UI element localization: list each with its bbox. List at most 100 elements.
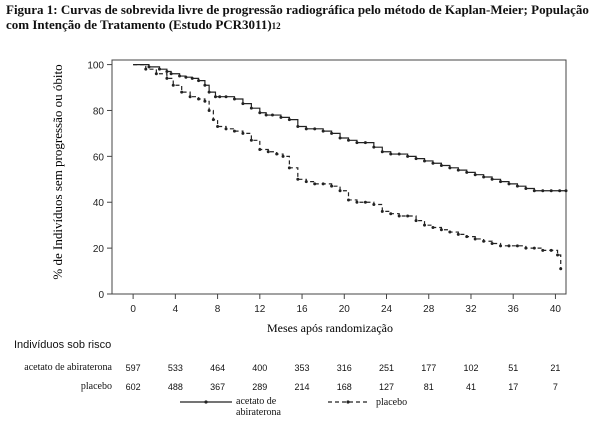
censor-marker-placebo — [304, 180, 308, 184]
x-tick-label: 24 — [381, 304, 393, 315]
risk-count: 488 — [167, 382, 183, 392]
censor-marker-abiraterona — [304, 127, 308, 131]
censor-marker-placebo — [389, 212, 393, 216]
censor-marker-abiraterona — [380, 150, 384, 154]
censor-marker-placebo — [448, 230, 452, 234]
censor-marker-placebo — [524, 246, 528, 250]
censor-marker-placebo — [275, 152, 279, 156]
censor-marker-placebo — [211, 118, 215, 122]
censor-marker-abiraterona — [473, 173, 477, 177]
x-tick-label: 8 — [215, 304, 221, 315]
censor-marker-placebo — [556, 253, 560, 257]
censor-marker-placebo — [338, 189, 342, 193]
censor-marker-placebo — [216, 125, 220, 129]
x-tick-label: 32 — [465, 304, 477, 315]
censor-marker-abiraterona — [564, 189, 568, 193]
censor-marker-placebo — [372, 203, 376, 207]
censor-marker-placebo — [266, 150, 270, 154]
censor-marker-placebo — [355, 200, 359, 204]
censor-marker-placebo — [197, 97, 201, 101]
censor-marker-placebo — [431, 225, 435, 229]
plot-frame — [111, 59, 567, 295]
risk-count: 400 — [252, 363, 268, 373]
censor-marker-abiraterona — [347, 138, 351, 142]
censor-marker-placebo — [313, 182, 317, 186]
censor-marker-placebo — [482, 239, 486, 243]
risk-count: 177 — [421, 363, 437, 373]
legend-label-abiraterona-line1: acetato de — [236, 396, 277, 407]
censor-marker-placebo — [232, 129, 236, 133]
censor-marker-placebo — [241, 131, 245, 135]
censor-marker-placebo — [207, 108, 211, 112]
risk-row-label: placebo — [80, 381, 112, 392]
risk-count: 214 — [294, 382, 310, 392]
censor-marker-placebo — [549, 248, 553, 252]
censor-marker-abiraterona — [218, 95, 222, 99]
x-tick-label: 20 — [339, 304, 351, 315]
risk-count: 533 — [167, 363, 183, 373]
censor-marker-abiraterona — [397, 152, 401, 156]
x-tick-label: 12 — [254, 304, 266, 315]
x-tick-label: 40 — [550, 304, 562, 315]
censor-marker-abiraterona — [515, 184, 519, 188]
risk-count: 367 — [210, 382, 226, 392]
censor-marker-placebo — [224, 127, 228, 131]
censor-marker-placebo — [347, 198, 351, 202]
y-tick-label: 80 — [93, 106, 105, 117]
x-tick-label: 28 — [423, 304, 435, 315]
censor-marker-abiraterona — [197, 79, 201, 83]
censor-marker-abiraterona — [249, 106, 253, 110]
censor-marker-abiraterona — [224, 95, 228, 99]
censor-marker-abiraterona — [372, 145, 376, 149]
risk-count: 316 — [336, 363, 352, 373]
censor-marker-abiraterona — [414, 157, 418, 161]
censor-marker-placebo — [532, 246, 536, 250]
chart-series-layer — [133, 63, 568, 271]
censor-marker-placebo — [473, 237, 477, 241]
figure-title-text: Figura 1: Curvas de sobrevida livre de p… — [6, 2, 589, 32]
censor-marker-abiraterona — [499, 180, 503, 184]
censor-marker-abiraterona — [363, 141, 367, 145]
censor-marker-placebo — [541, 248, 545, 252]
censor-marker-abiraterona — [178, 74, 182, 78]
censor-marker-abiraterona — [507, 182, 511, 186]
risk-count: 81 — [423, 382, 434, 392]
risk-count: 51 — [508, 363, 519, 373]
censor-marker-placebo — [465, 235, 469, 239]
censor-marker-placebo — [165, 76, 169, 80]
censor-marker-abiraterona — [490, 177, 494, 181]
censor-marker-abiraterona — [190, 76, 194, 80]
censor-marker-abiraterona — [203, 83, 207, 87]
censor-marker-abiraterona — [448, 166, 452, 170]
censor-marker-abiraterona — [232, 97, 236, 101]
x-tick-label: 0 — [130, 304, 136, 315]
censor-marker-abiraterona — [258, 111, 262, 115]
censor-marker-abiraterona — [524, 186, 528, 190]
censor-marker-placebo — [499, 244, 503, 248]
censor-marker-abiraterona — [147, 65, 151, 69]
legend-marker-abiraterona — [204, 400, 208, 404]
censor-marker-abiraterona — [431, 161, 435, 165]
legend-label-placebo: placebo — [376, 397, 408, 408]
censor-marker-placebo — [456, 232, 460, 236]
censor-marker-abiraterona — [558, 189, 562, 193]
censor-marker-placebo — [397, 214, 401, 218]
censor-marker-placebo — [330, 184, 334, 188]
censor-marker-abiraterona — [330, 131, 334, 135]
risk-count: 102 — [463, 363, 479, 373]
censor-marker-abiraterona — [338, 136, 342, 140]
censor-marker-placebo — [414, 219, 418, 223]
censor-marker-placebo — [363, 200, 367, 204]
censor-marker-placebo — [515, 244, 519, 248]
censor-marker-placebo — [287, 166, 291, 170]
x-tick-label: 16 — [296, 304, 308, 315]
censor-marker-abiraterona — [321, 129, 325, 133]
censor-marker-abiraterona — [389, 152, 393, 156]
risk-count: 17 — [508, 382, 519, 392]
censor-marker-abiraterona — [313, 127, 317, 131]
risk-count: 251 — [378, 363, 395, 373]
censor-marker-placebo — [258, 147, 262, 151]
censor-marker-abiraterona — [279, 115, 283, 119]
censor-marker-placebo — [154, 72, 158, 76]
